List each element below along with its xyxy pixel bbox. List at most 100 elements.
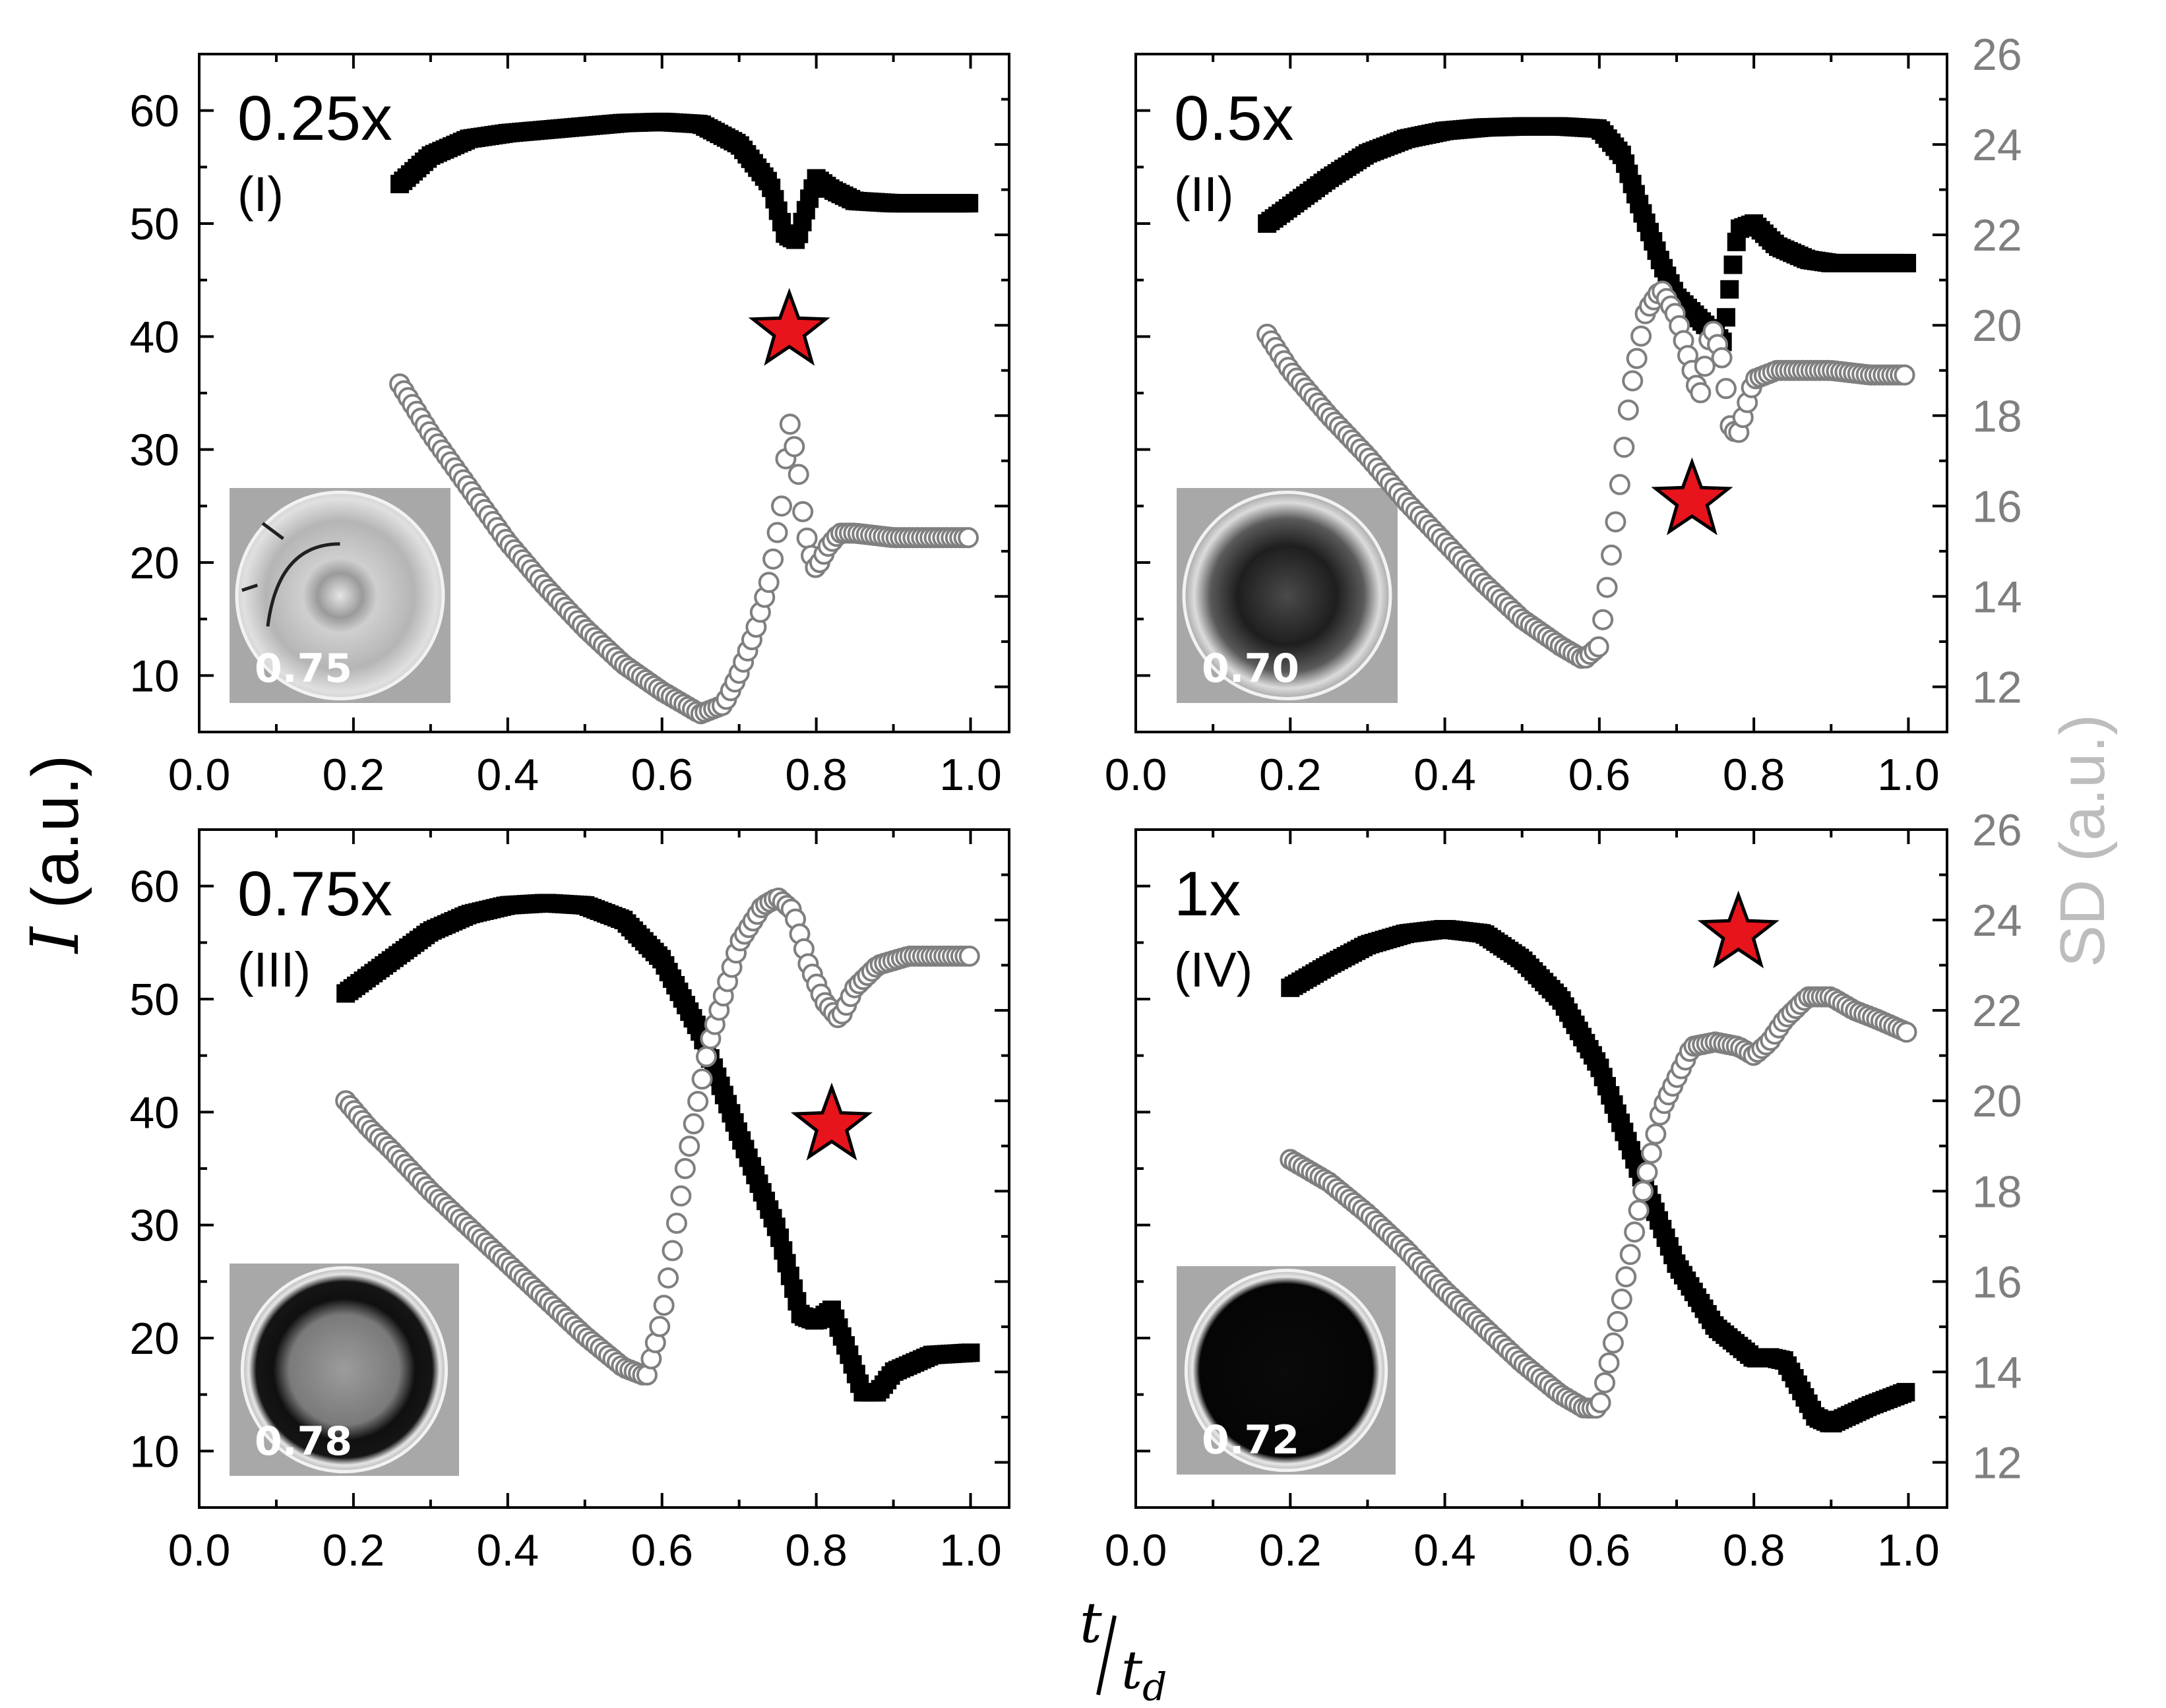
y-tick-label: 30 [129, 425, 179, 475]
y2-tick-label: 18 [1972, 391, 2022, 441]
x-tick-label: 0.4 [477, 750, 540, 800]
inset-image: 0.70 [1177, 488, 1398, 703]
inset-crack [266, 542, 340, 627]
sd-point [792, 501, 814, 522]
x-tick-label: 0.0 [1105, 1525, 1167, 1575]
sd-point [649, 1316, 671, 1337]
sd-point [1601, 544, 1623, 566]
sd-point [691, 1068, 713, 1090]
star-marker [1651, 457, 1733, 535]
sd-point [658, 1267, 679, 1289]
intensity-point [1896, 1383, 1915, 1402]
x-tick-label: 0.2 [1259, 1525, 1322, 1575]
sd-point [1613, 437, 1635, 458]
sd-point [670, 1185, 692, 1207]
y2-tick-label: 14 [1972, 1347, 2022, 1397]
sd-point [683, 1113, 704, 1135]
sd-point [779, 413, 801, 435]
y2-axis-label-text: SD (a.u.) [2047, 714, 2118, 967]
panel-label: 0.5x [1174, 83, 1293, 154]
chart-panel-top-left: 0.0 0.2 0.4 0.6 0.8 1.0 10 20 30 40 50 60 0.75 0.25x (… [129, 53, 1010, 800]
y-tick-label: 20 [129, 538, 179, 588]
y2-tick-label: 16 [1972, 1257, 2022, 1307]
x-tick-label: 0.8 [785, 750, 848, 800]
svg-text:td: td [1121, 1639, 1167, 1708]
x-axis-label: t td [1080, 1591, 1167, 1708]
x-tick-label: 0.6 [631, 1525, 693, 1575]
y2-tick-label: 20 [1972, 301, 2022, 351]
y-tick-label: 40 [129, 312, 179, 362]
x-tick-label: 1.0 [939, 1525, 1002, 1575]
y-tick-label: 10 [129, 1426, 179, 1477]
intensity-point [960, 194, 979, 213]
sd-point [1588, 636, 1609, 657]
inset-rim [1184, 1268, 1388, 1473]
sd-point [1605, 511, 1626, 533]
sd-point [1628, 1200, 1650, 1221]
y2-tick-label: 12 [1972, 662, 2022, 712]
chart-panel-bottom-left: 0.0 0.2 0.4 0.6 0.8 1.0 10 20 30 40 50 60 0.78 0.75x (… [129, 828, 1010, 1575]
sd-point [1622, 370, 1644, 392]
sd-point [762, 548, 784, 570]
sd-point [1594, 1372, 1616, 1393]
sd-point [1602, 1332, 1624, 1354]
sd-point [1694, 355, 1716, 377]
x-tick-label: 0.2 [1259, 750, 1322, 800]
sd-point [1617, 399, 1639, 421]
sd-point [662, 1240, 683, 1262]
inset-droplet [242, 1267, 447, 1472]
x-tick-label: 0.8 [1723, 750, 1785, 800]
panel-label: 1x [1174, 859, 1241, 929]
star-marker [748, 288, 830, 366]
sd-point [1690, 382, 1712, 404]
y-axis-label-unit: (a.u.) [18, 755, 92, 927]
inset-value-label: 0.78 [255, 1418, 352, 1465]
y2-tick-label: 18 [1972, 1167, 2022, 1217]
sd-point [1598, 1352, 1620, 1374]
sd-point [958, 945, 980, 967]
sd-point [653, 1295, 675, 1316]
sd-point [1896, 1022, 1917, 1043]
x-axis-label-slash [1096, 1615, 1117, 1695]
x-axis-label-denominator: t [1121, 1639, 1143, 1701]
y-tick-label: 60 [129, 86, 179, 137]
x-tick-label: 0.6 [1568, 750, 1631, 800]
inset-image: 0.72 [1177, 1266, 1396, 1475]
y2-tick-label: 22 [1972, 210, 2022, 260]
y-tick-label: 50 [129, 975, 179, 1025]
sd-point [1711, 347, 1733, 369]
x-tick-label: 0.8 [1723, 1525, 1785, 1575]
x-tick-label: 0.2 [323, 1525, 385, 1575]
sd-point [1632, 1180, 1654, 1202]
y2-tick-label: 24 [1972, 120, 2022, 170]
sd-point [687, 1091, 709, 1113]
sd-point [665, 1212, 687, 1234]
y2-tick-label: 22 [1972, 986, 2022, 1036]
x-tick-label: 1.0 [1877, 1525, 1940, 1575]
intensity-point [1723, 255, 1743, 274]
sd-point [796, 527, 818, 549]
inset-value-label: 0.70 [1202, 646, 1299, 692]
y-axis-label-symbol: I [16, 925, 94, 954]
y2-tick-label: 26 [1972, 805, 2022, 855]
y2-axis-label: SD (a.u.) [2047, 714, 2118, 967]
intensity-point [961, 1343, 980, 1362]
star-marker [790, 1082, 873, 1161]
sd-point [784, 436, 805, 458]
y2-tick-label: 12 [1972, 1438, 2022, 1488]
x-tick-label: 0.4 [1413, 750, 1476, 800]
y-tick-label: 50 [129, 199, 179, 249]
sd-point [1626, 348, 1648, 369]
x-tick-label: 0.0 [1105, 750, 1167, 800]
panel-sublabel: (II) [1174, 167, 1233, 222]
sd-point [758, 572, 780, 594]
y2-tick-label: 16 [1972, 481, 2022, 532]
panel-sublabel: (I) [237, 167, 284, 222]
sd-point [1645, 1123, 1667, 1145]
y-tick-label: 20 [129, 1314, 179, 1364]
sd-point [1607, 1310, 1628, 1332]
sd-point [679, 1136, 700, 1157]
inset-rim [240, 1266, 449, 1474]
inset-image: 0.78 [230, 1264, 459, 1476]
